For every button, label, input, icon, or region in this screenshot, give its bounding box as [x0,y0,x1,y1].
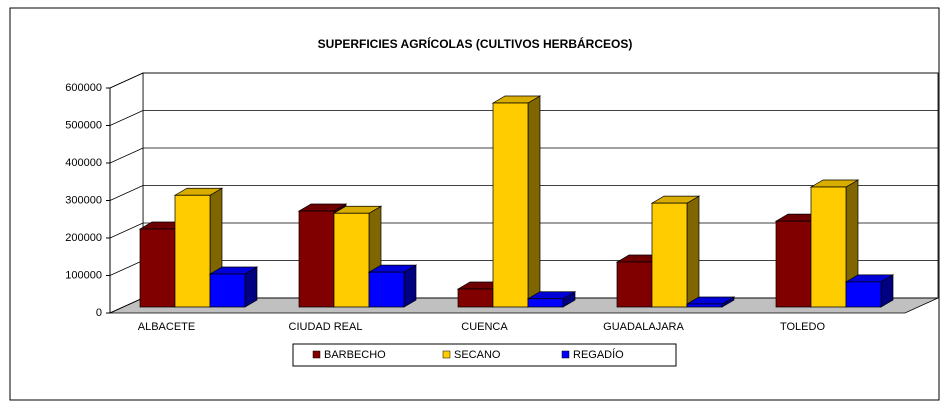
bar-front [527,298,564,308]
x-tick-label: ALBACETE [138,321,195,333]
bar-front [457,288,494,308]
grid-line [109,260,144,276]
y-tick-label: 200000 [65,232,102,244]
bar [208,266,259,308]
grid-line [109,72,144,89]
bar [844,274,895,308]
legend-label: SECANO [454,349,501,361]
bar-front [845,281,882,308]
grid-line [109,222,144,239]
bar-side [686,195,700,308]
bar [367,264,418,308]
bar [491,95,542,308]
legend-swatch [442,350,451,359]
bar [526,291,577,308]
bar-front [492,102,529,308]
bar-front [616,261,653,308]
bar-front [775,220,812,308]
bar-front [368,271,405,308]
x-tick-label: TOLEDO [780,321,825,333]
bar-front [139,228,176,308]
bar-front [810,186,847,308]
bar-side [527,95,541,308]
x-tick-label: CUENCA [461,321,508,333]
legend-swatch [312,350,321,359]
x-tick-label: CIUDAD REAL [289,321,363,333]
y-tick-label: 100000 [65,269,102,281]
bar [685,296,736,308]
grid-line [109,185,144,201]
chart-title: SUPERFICIES AGRÍCOLAS (CULTIVOS HERBÁRCE… [318,36,633,51]
bar-front [174,194,211,308]
y-tick-label: 0 [96,307,102,319]
y-tick-label: 600000 [65,82,102,94]
bar-front [298,210,335,308]
bar-front [333,212,370,308]
grid-line [109,110,144,126]
legend-swatch [561,350,570,359]
bar-front [209,273,246,308]
y-tick-label: 400000 [65,157,102,169]
x-tick-label: GUADALAJARA [603,321,684,333]
bar-front [686,303,723,308]
legend-box [292,343,677,367]
legend-label: BARBECHO [324,349,386,361]
grid-line [109,297,144,314]
y-tick-label: 500000 [65,119,102,131]
legend-label: REGADÍO [573,348,624,361]
grid-line [109,147,144,164]
bar-front [651,202,688,308]
bar [650,195,701,308]
y-tick-label: 300000 [65,194,102,206]
